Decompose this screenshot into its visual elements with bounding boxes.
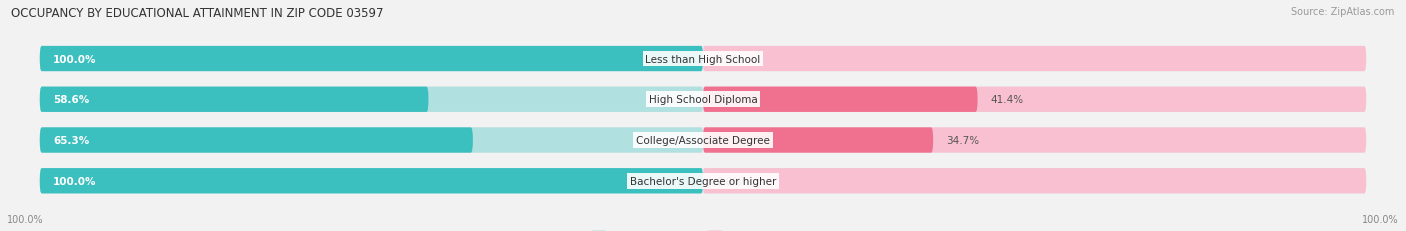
Text: Source: ZipAtlas.com: Source: ZipAtlas.com (1291, 7, 1395, 17)
Text: College/Associate Degree: College/Associate Degree (636, 135, 770, 145)
Text: 0.0%: 0.0% (716, 54, 742, 64)
FancyBboxPatch shape (39, 47, 703, 72)
FancyBboxPatch shape (703, 168, 1367, 194)
Text: Less than High School: Less than High School (645, 54, 761, 64)
Text: 100.0%: 100.0% (53, 54, 97, 64)
Text: 100.0%: 100.0% (53, 176, 97, 186)
FancyBboxPatch shape (39, 47, 703, 72)
Legend: Owner-occupied, Renter-occupied: Owner-occupied, Renter-occupied (588, 226, 818, 231)
FancyBboxPatch shape (703, 87, 1367, 112)
FancyBboxPatch shape (39, 168, 703, 194)
FancyBboxPatch shape (39, 168, 703, 194)
FancyBboxPatch shape (703, 47, 1367, 72)
Text: 34.7%: 34.7% (946, 135, 980, 145)
Text: 100.0%: 100.0% (1362, 214, 1399, 225)
Text: 0.0%: 0.0% (716, 176, 742, 186)
FancyBboxPatch shape (39, 128, 703, 153)
FancyBboxPatch shape (39, 128, 1367, 153)
Text: 41.4%: 41.4% (991, 95, 1024, 105)
FancyBboxPatch shape (39, 87, 1367, 112)
FancyBboxPatch shape (703, 128, 1367, 153)
Text: OCCUPANCY BY EDUCATIONAL ATTAINMENT IN ZIP CODE 03597: OCCUPANCY BY EDUCATIONAL ATTAINMENT IN Z… (11, 7, 384, 20)
Text: Bachelor's Degree or higher: Bachelor's Degree or higher (630, 176, 776, 186)
FancyBboxPatch shape (703, 128, 934, 153)
FancyBboxPatch shape (39, 87, 429, 112)
FancyBboxPatch shape (39, 47, 1367, 72)
Text: High School Diploma: High School Diploma (648, 95, 758, 105)
FancyBboxPatch shape (39, 87, 703, 112)
FancyBboxPatch shape (703, 87, 977, 112)
Text: 65.3%: 65.3% (53, 135, 90, 145)
FancyBboxPatch shape (39, 168, 1367, 194)
Text: 100.0%: 100.0% (7, 214, 44, 225)
Text: 58.6%: 58.6% (53, 95, 90, 105)
FancyBboxPatch shape (39, 128, 472, 153)
